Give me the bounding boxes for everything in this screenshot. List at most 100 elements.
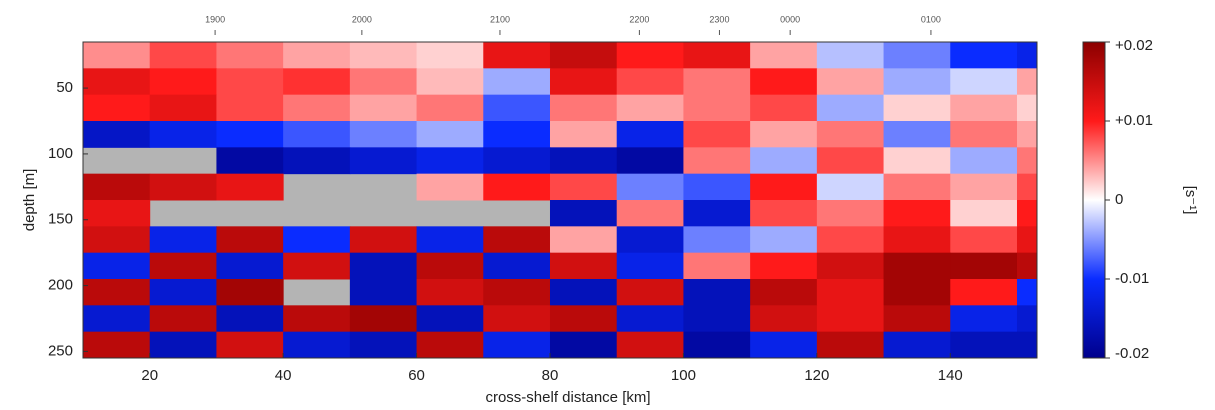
heatmap-cell <box>616 94 684 122</box>
top-tick-label: 2000 <box>352 14 372 24</box>
heatmap-cell <box>216 279 284 306</box>
heatmap-cell <box>883 68 951 96</box>
top-tick-label: 0000 <box>780 14 800 24</box>
heatmap-cell <box>549 200 618 227</box>
heatmap-cell <box>616 42 684 69</box>
top-tick-label: 2300 <box>709 14 729 24</box>
heatmap-cell <box>483 42 551 69</box>
heatmap-cell <box>416 279 484 306</box>
heatmap-cell <box>1016 94 1038 122</box>
heatmap-cell <box>216 94 284 122</box>
heatmap-cell <box>483 121 551 148</box>
heatmap-cell <box>616 68 684 96</box>
heatmap-cell <box>950 68 1018 96</box>
heatmap-cell <box>816 68 885 96</box>
heatmap-cell <box>149 94 217 122</box>
heatmap-cell <box>149 226 217 254</box>
heatmap-cell <box>883 331 951 359</box>
heatmap-cell <box>883 42 951 69</box>
heatmap-cell <box>149 305 217 333</box>
colorbar-label: [s⁻¹] <box>1182 186 1199 215</box>
heatmap-cell <box>216 252 284 280</box>
heatmap-cell <box>883 200 951 227</box>
heatmap-cell <box>616 252 684 280</box>
heatmap-cell <box>149 121 217 148</box>
heatmap-cell <box>1016 147 1038 175</box>
heatmap-cell <box>616 331 684 359</box>
heatmap-cell <box>683 226 751 254</box>
heatmap-cell <box>283 147 351 175</box>
heatmap-cell <box>83 121 151 148</box>
heatmap-cell <box>616 173 684 201</box>
heatmap-cell <box>149 279 217 306</box>
heatmap-cell <box>816 147 885 175</box>
heatmap-cell <box>816 279 885 306</box>
heatmap-cell <box>283 305 351 333</box>
heatmap-cell <box>750 305 818 333</box>
heatmap-cell <box>549 121 618 148</box>
heatmap-cell <box>216 147 284 175</box>
heatmap-cell <box>283 94 351 122</box>
heatmap-cell <box>950 305 1018 333</box>
heatmap-cell <box>283 252 351 280</box>
heatmap-cell <box>1016 42 1038 69</box>
y-tick-label: 100 <box>48 145 73 162</box>
heatmap-cell <box>283 226 351 254</box>
heatmap-cell <box>616 226 684 254</box>
heatmap-cell <box>883 173 951 201</box>
heatmap-cell <box>549 305 618 333</box>
colorbar-tick-label: +0.01 <box>1115 112 1153 129</box>
heatmap-cell <box>283 331 351 359</box>
heatmap-cell <box>216 42 284 69</box>
heatmap-cell <box>416 147 484 175</box>
heatmap-cell <box>883 94 951 122</box>
heatmap-cell <box>349 68 418 96</box>
top-tick-label: 2200 <box>629 14 649 24</box>
heatmap-cell <box>416 68 484 96</box>
heatmap-cell <box>816 94 885 122</box>
heatmap-cell <box>750 42 818 69</box>
heatmap-cell <box>683 147 751 175</box>
x-tick-label: 80 <box>542 367 559 384</box>
heatmap-cell <box>549 42 618 69</box>
heatmap-cell <box>216 305 284 333</box>
heatmap-cell <box>683 42 751 69</box>
heatmap-cell <box>683 68 751 96</box>
heatmap-cell <box>950 279 1018 306</box>
heatmap-cell <box>149 173 217 201</box>
heatmap-cell <box>416 42 484 69</box>
heatmap-cell <box>816 200 885 227</box>
heatmap-cell <box>349 121 418 148</box>
heatmap-cell <box>750 121 818 148</box>
heatmap-cell <box>349 147 418 175</box>
heatmap-cell <box>83 68 151 96</box>
heatmap-cell <box>216 121 284 148</box>
heatmap-cell <box>750 173 818 201</box>
heatmap-cell <box>950 94 1018 122</box>
heatmap-cell <box>750 147 818 175</box>
heatmap-cell <box>683 252 751 280</box>
heatmap-cell <box>683 94 751 122</box>
heatmap-cell <box>149 42 217 69</box>
heatmap-cell <box>416 121 484 148</box>
heatmap-cell <box>416 252 484 280</box>
heatmap-cell <box>616 279 684 306</box>
heatmap-cell <box>416 331 484 359</box>
heatmap-cell <box>1016 173 1038 201</box>
heatmap-cell <box>683 279 751 306</box>
heatmap-cell <box>683 200 751 227</box>
colorbar-tick-label: -0.01 <box>1115 270 1149 287</box>
heatmap-cell <box>1016 121 1038 148</box>
heatmap-cell <box>349 42 418 69</box>
heatmap-cell <box>283 42 351 69</box>
y-tick-label: 50 <box>56 79 73 96</box>
heatmap-cell <box>549 331 618 359</box>
heatmap-cell <box>1016 200 1038 227</box>
colorbar-tick-label: +0.02 <box>1115 37 1153 54</box>
heatmap-cell <box>1016 331 1038 359</box>
x-tick-label: 20 <box>141 367 158 384</box>
heatmap-cell <box>549 68 618 96</box>
plot-frame <box>82 41 1038 359</box>
heatmap-cell <box>149 68 217 96</box>
heatmap-cell <box>283 121 351 148</box>
